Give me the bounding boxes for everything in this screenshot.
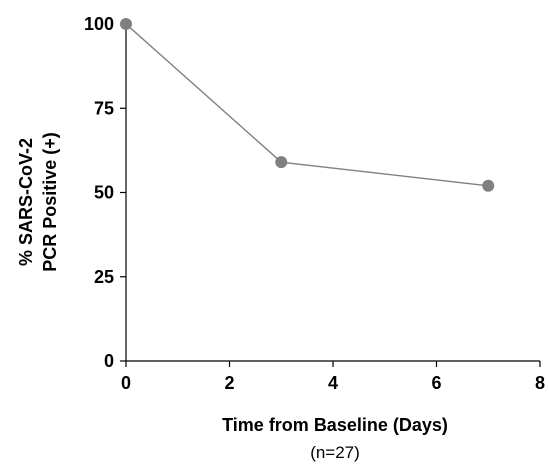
y-tick-label: 75	[94, 98, 114, 118]
x-tick-label: 6	[431, 373, 441, 393]
x-tick-label: 4	[328, 373, 338, 393]
series-layer	[120, 18, 495, 192]
y-ticks: 0 25 50 75 100	[84, 14, 126, 371]
axes	[125, 24, 540, 362]
x-axis-title: Time from Baseline (Days)	[222, 415, 448, 435]
x-tick-label: 0	[121, 373, 131, 393]
data-point	[482, 179, 495, 192]
y-axis-title-line-2: PCR Positive (+)	[40, 132, 60, 272]
y-tick-label: 100	[84, 14, 114, 34]
y-tick-label: 0	[104, 351, 114, 371]
y-tick-label: 25	[94, 267, 114, 287]
y-tick-label: 50	[94, 183, 114, 203]
y-axis-title-line-1: % SARS-CoV-2	[16, 138, 36, 266]
data-point	[120, 18, 132, 30]
x-ticks: 0 2 4 6 8	[121, 361, 545, 393]
x-axis-sample-size: (n=27)	[310, 443, 360, 462]
x-tick-label: 2	[224, 373, 234, 393]
x-tick-label: 8	[535, 373, 545, 393]
data-point	[275, 156, 288, 169]
series-line	[125, 23, 489, 187]
